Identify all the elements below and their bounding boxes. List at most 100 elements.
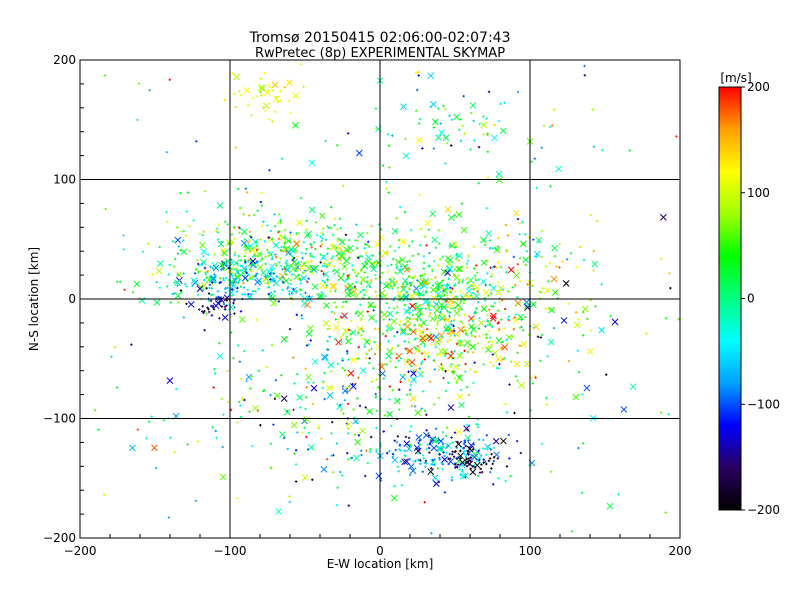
data-point [540,255,544,259]
data-point [432,359,436,362]
data-point [467,457,470,460]
data-point [508,457,511,460]
data-point-cross [444,206,452,213]
data-point [410,404,414,408]
data-point [453,431,457,434]
data-point [400,484,404,487]
data-point [486,259,489,263]
data-point [314,247,317,251]
data-point-cross [490,312,497,320]
data-point [444,389,448,393]
data-point [172,292,176,295]
data-point [202,230,205,233]
data-point [467,393,471,397]
data-point [446,327,449,331]
data-point [385,187,388,190]
data-point [464,332,468,335]
data-point-cross [447,352,455,360]
data-point [196,293,200,297]
data-point [455,446,458,449]
data-point-cross [292,92,300,100]
data-point [493,123,496,127]
data-point [283,228,287,232]
data-point [490,304,493,308]
data-point [230,294,234,297]
data-point-cross [402,277,409,285]
data-point [370,380,374,383]
data-point [218,281,221,285]
data-point [214,229,218,233]
data-point [336,237,340,240]
data-point [453,268,456,271]
data-point [257,247,260,251]
data-point [213,273,216,276]
data-point [397,246,401,249]
data-point [269,278,272,281]
data-point-cross [421,279,429,287]
data-point-cross [437,364,444,372]
colorbar-tick-label: 0 [747,292,755,306]
data-point [339,261,342,265]
data-point [361,337,364,341]
data-point [668,272,671,275]
data-point-cross [512,317,520,324]
data-point [322,381,325,385]
data-point [565,258,569,261]
data-point [477,300,480,304]
data-point [459,289,462,293]
data-point [471,291,475,295]
data-point [309,254,312,257]
data-point-cross [241,274,249,282]
data-point [437,396,440,400]
data-point [234,105,237,109]
data-point-cross [518,381,525,389]
data-point [237,275,240,278]
data-point [289,233,292,237]
data-point [473,370,477,374]
data-point [364,474,367,478]
data-point [256,260,260,263]
data-point [453,450,457,454]
data-point [421,470,424,473]
data-point-cross [533,250,541,258]
data-point-cross [522,256,530,264]
data-point [328,327,331,330]
data-point [201,310,204,313]
data-point [452,307,455,310]
data-point-cross [300,260,308,268]
data-point-cross [174,292,182,300]
data-point [288,240,292,243]
data-point [428,451,431,454]
data-point [444,434,448,438]
data-point [322,227,325,231]
data-point [428,251,431,255]
data-point [305,386,308,389]
data-point-cross [495,170,503,178]
data-point-cross [209,274,217,281]
data-point-cross [308,159,316,167]
data-point [485,206,488,210]
data-point [449,307,453,310]
data-point [515,303,519,306]
data-point [354,271,357,274]
data-point [446,310,449,313]
data-point-cross [386,281,394,289]
data-point [362,288,366,291]
data-point [289,264,292,267]
data-point-cross [379,370,386,377]
data-point [167,273,170,276]
data-point [366,231,369,235]
data-point [485,462,488,466]
data-point [244,187,248,190]
data-point [570,530,574,533]
data-point [295,372,299,376]
data-point [214,429,218,433]
data-point [267,285,271,289]
data-point [507,290,510,293]
data-point-cross [320,353,328,361]
data-point [460,320,463,323]
data-point [326,247,330,251]
data-point-cross [500,437,507,445]
data-point [282,436,286,440]
data-point [442,104,445,108]
